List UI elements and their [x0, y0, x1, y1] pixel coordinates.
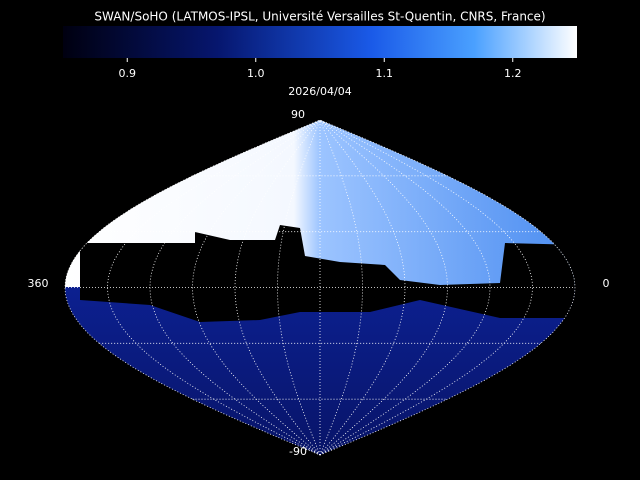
lat-bottom-label: -90	[289, 445, 307, 458]
meridian	[319, 119, 406, 456]
meridian	[319, 119, 533, 456]
colorbar	[63, 26, 577, 58]
grid	[64, 119, 576, 456]
colorbar-tick-label: 1.2	[504, 67, 522, 80]
lat-top-label: 90	[291, 108, 305, 121]
date: 2026/04/04	[288, 85, 351, 98]
meridian	[319, 119, 448, 456]
title: SWAN/SoHO (LATMOS-IPSL, Université Versa…	[94, 10, 545, 24]
lon-left-label: 360	[28, 277, 49, 290]
colorbar-tick-label: 1.0	[247, 67, 265, 80]
lon-right-label: 0	[603, 277, 610, 290]
meridian	[319, 119, 363, 456]
colorbar-tick-label: 0.9	[119, 67, 137, 80]
colorbar-tick-label: 1.1	[376, 67, 394, 80]
meridian	[277, 119, 321, 456]
